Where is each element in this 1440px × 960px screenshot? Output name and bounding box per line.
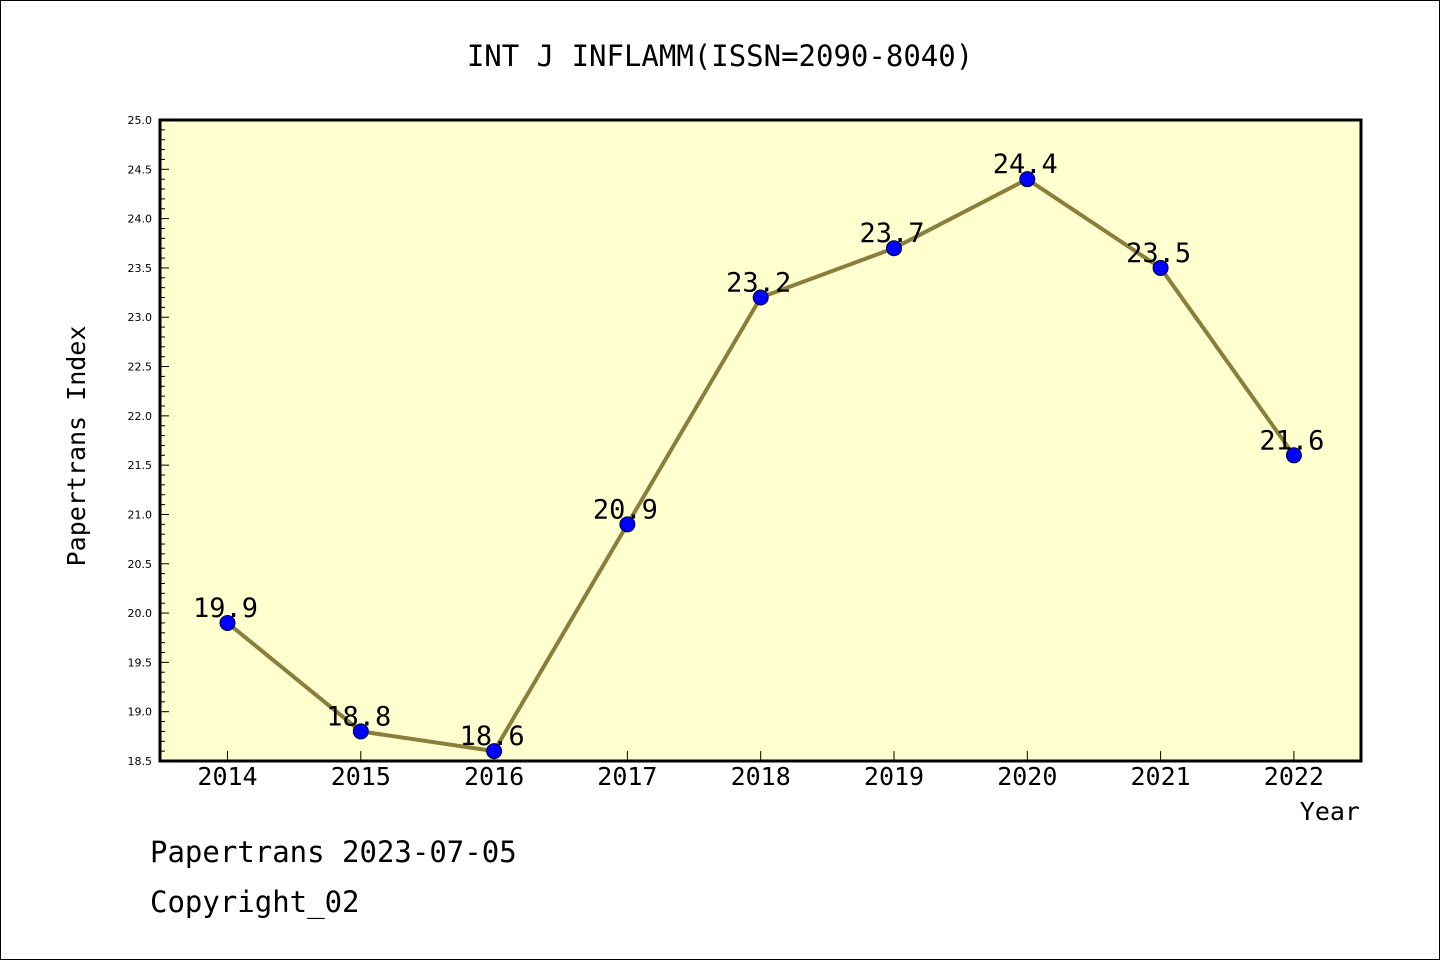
y-tick-label: 22.0 (128, 410, 153, 423)
y-tick-label: 20.5 (128, 558, 153, 571)
y-tick-label: 18.5 (128, 755, 153, 768)
y-tick-label: 19.5 (128, 656, 153, 669)
data-label: 18.6 (460, 721, 525, 752)
y-tick-label: 21.5 (128, 459, 153, 472)
data-label: 23.2 (726, 268, 791, 299)
data-point (1019, 171, 1036, 188)
data-point (752, 289, 769, 306)
y-tick-label: 23.0 (128, 311, 153, 324)
y-axis-label: Papertrans Index (62, 326, 91, 567)
y-tick-label: 22.5 (128, 361, 153, 374)
data-point (352, 723, 369, 740)
x-tick-label: 2016 (464, 762, 524, 791)
series-group: 19.9 18.8 18.6 20.9 23.2 23.7 24.4 23.5 21.6 (193, 149, 1324, 760)
data-label: 24.4 (993, 149, 1058, 180)
x-tick-label: 2019 (864, 762, 924, 791)
footer-copyright: Copyright_02 (150, 885, 360, 919)
x-tick-label: 2021 (1130, 762, 1190, 791)
data-label: 23.5 (1126, 238, 1191, 269)
footer-date: Papertrans 2023-07-05 (150, 835, 517, 869)
x-tick-label: 2014 (197, 762, 257, 791)
data-label: 21.6 (1259, 425, 1324, 456)
plot-area (158, 118, 1363, 763)
y-tick-label: 24.5 (128, 163, 153, 176)
y-tick-label: 19.0 (128, 706, 153, 719)
data-point (886, 240, 902, 257)
data-label: 23.7 (859, 218, 924, 249)
x-tick-label: 2015 (331, 762, 391, 791)
data-point (486, 743, 503, 760)
data-point (219, 614, 236, 631)
x-axis-label: Year (1300, 797, 1360, 826)
y-axis-ticks: 18.5 19.0 19.5 20.0 20.5 21.0 21.5 22.0 22.5 23.0… (128, 114, 169, 768)
data-label: 18.8 (326, 701, 391, 732)
data-label: 20.9 (593, 494, 658, 525)
data-point (619, 516, 636, 533)
x-tick-label: 2018 (731, 762, 791, 791)
y-tick-label: 23.5 (128, 262, 153, 275)
x-axis-ticks: 2014 2015 2016 2017 2018 2019 2020 2021 2022 (197, 751, 1324, 791)
y-tick-label: 21.0 (128, 508, 153, 521)
data-point (1152, 259, 1169, 276)
x-tick-label: 2017 (597, 762, 657, 791)
data-point (1285, 447, 1302, 464)
y-tick-label: 25.0 (128, 114, 153, 127)
x-tick-label: 2020 (997, 762, 1057, 791)
chart-title: INT J INFLAMM(ISSN=2090-8040) (467, 39, 973, 73)
data-label: 19.9 (193, 593, 258, 624)
x-tick-label: 2022 (1264, 762, 1324, 791)
y-tick-label: 24.0 (128, 213, 153, 226)
y-tick-label: 20.0 (128, 607, 153, 620)
